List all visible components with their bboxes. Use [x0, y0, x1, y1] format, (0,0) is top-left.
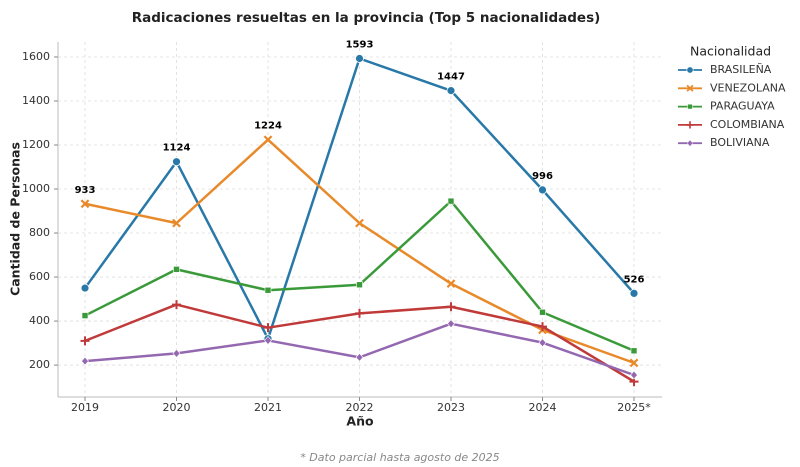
point — [172, 218, 181, 228]
point — [630, 370, 638, 380]
y-tick-label: 200 — [29, 358, 50, 371]
y-tick-label: 800 — [29, 226, 50, 239]
y-tick-label: 400 — [29, 314, 50, 327]
point — [629, 358, 639, 368]
point — [172, 157, 181, 167]
point — [264, 286, 272, 294]
point — [446, 302, 456, 312]
chart-title: Radicaciones resueltas en la provincia (… — [132, 10, 601, 26]
x-tick-label: 2020 — [163, 401, 191, 414]
data-label: 1124 — [163, 143, 191, 154]
x-tick-label: 2023 — [437, 401, 465, 414]
point — [538, 185, 547, 195]
point — [446, 279, 456, 289]
y-tick-label: 1200 — [22, 138, 50, 151]
y-tick-label: 1000 — [22, 182, 50, 195]
data-label: 1224 — [254, 121, 282, 132]
point — [538, 322, 547, 332]
footnote: * Dato parcial hasta agosto de 2025 — [300, 451, 499, 464]
point — [80, 283, 90, 293]
point — [355, 308, 364, 318]
data-label: 1593 — [346, 40, 374, 51]
point — [173, 266, 180, 273]
point — [80, 336, 90, 346]
data-label: 526 — [624, 274, 645, 285]
legend-marker — [686, 121, 694, 129]
x-tick-label: 2024 — [529, 401, 557, 414]
point — [538, 338, 547, 348]
y-tick-label: 600 — [29, 270, 50, 283]
legend-label: VENEZOLANA — [710, 81, 786, 94]
legend-marker — [687, 103, 693, 110]
x-tick-label: 2022 — [346, 401, 374, 414]
point — [447, 319, 455, 329]
point — [446, 86, 456, 96]
x-axis-label: Año — [346, 414, 374, 429]
legend-label: COLOMBIANA — [710, 118, 785, 131]
x-tick-label: 2021 — [254, 401, 282, 414]
point — [356, 281, 363, 289]
x-tick-label: 2019 — [71, 401, 99, 414]
point — [630, 347, 638, 355]
legend-marker — [686, 84, 694, 92]
point — [263, 135, 273, 145]
point — [81, 356, 89, 366]
point — [263, 323, 273, 333]
legend-label: PARAGUAYA — [710, 100, 775, 113]
x-tick-label: 2025* — [617, 401, 651, 414]
point — [539, 308, 546, 316]
point — [355, 218, 364, 228]
point — [629, 288, 639, 298]
point — [81, 312, 89, 319]
point — [264, 335, 272, 345]
data-label: 996 — [532, 171, 553, 182]
y-tick-label: 1400 — [22, 94, 50, 107]
legend-marker — [686, 139, 694, 147]
point — [447, 197, 455, 205]
legend-label: BRASILEÑA — [710, 63, 772, 76]
point — [355, 54, 364, 63]
point — [80, 199, 90, 209]
data-label: 933 — [75, 185, 96, 196]
point — [355, 352, 364, 362]
point — [172, 348, 181, 358]
y-tick-label: 1600 — [22, 50, 50, 63]
data-label: 1447 — [437, 72, 465, 83]
point — [172, 300, 181, 310]
legend-title: Nacionalidad — [690, 44, 771, 59]
legend-label: BOLIVIANA — [710, 136, 770, 149]
legend-marker — [686, 66, 694, 74]
y-axis-label: Cantidad de Personas — [8, 142, 23, 296]
